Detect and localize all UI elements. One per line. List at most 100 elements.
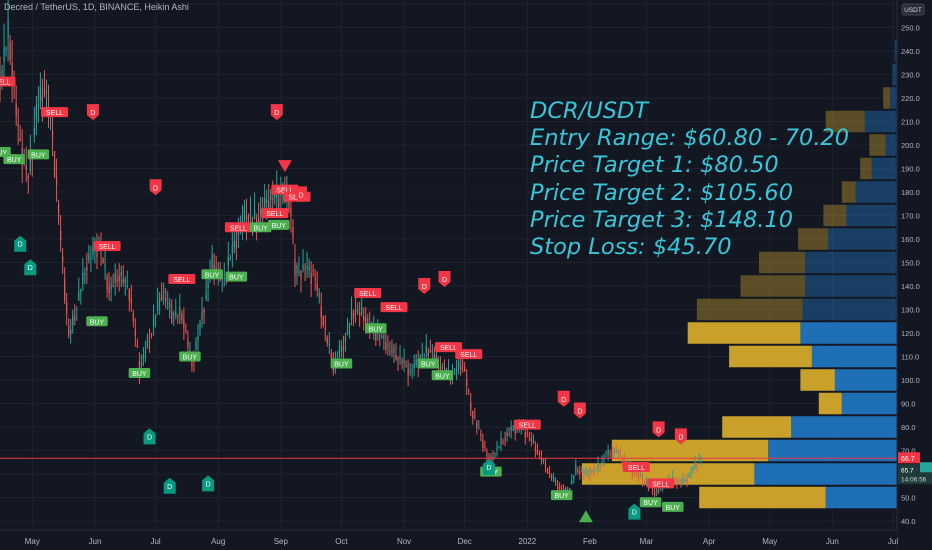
sell-signal: SELL [0,76,16,87]
candle-body [340,346,343,352]
candle-body [195,341,197,351]
candle-body [599,465,601,468]
sell-signal: SELL [93,241,121,252]
candle-body [690,473,692,475]
signal-label-bg [201,269,223,280]
signal-label-bg [261,208,289,219]
candle-body [90,257,92,259]
signal-label-bg [354,288,382,299]
candle-body [655,489,658,492]
diamond-shape [202,475,215,492]
price-tick-label: 220.0 [901,94,920,103]
candle-body [559,486,561,488]
sell-signal: SELL [622,461,650,472]
candle-body [25,166,27,171]
candle-body [524,431,526,438]
candle-body [320,305,322,318]
signal-label: BUY [31,152,46,159]
candle-body [573,476,575,479]
signal-label-bg [128,367,151,378]
diamond-down-marker: D [270,104,283,121]
candle-body [70,330,72,334]
candle-body [468,390,470,392]
candle-body [120,272,122,276]
diamond-up-marker: D [24,259,37,276]
volume-profile-gold-bar [869,134,886,156]
signal-label-bg [86,316,108,327]
candle-body [318,293,320,296]
price-tick-label: 40.0 [901,517,916,526]
diamond-down-marker: D [149,179,162,196]
volume-profile-gold-bar [798,228,828,250]
candle-body [211,254,213,268]
candle-body [118,275,120,282]
time-tick-label: Dec [458,537,472,546]
candle-body [352,313,355,317]
signal-label: BUY [272,223,287,230]
annotation-line: Price Target 1: $80.50 [530,152,779,179]
candle-body [346,330,349,335]
signal-label: SELL [519,423,536,430]
diamond-down-marker: D [295,186,308,203]
candle-body [504,438,506,441]
candle-body [395,354,397,360]
candle-body [243,207,246,219]
candle-body [623,460,625,462]
candle-body [233,240,235,247]
candle-body [617,450,619,452]
candle-body [484,446,486,449]
price-tick-label: 170.0 [901,212,920,221]
candle-body [427,351,429,356]
diamond-label: D [206,481,211,488]
candle-body [379,334,381,337]
candle-body [587,471,589,474]
time-tick-label: Sep [274,537,289,546]
candle-body [514,429,516,434]
candle-body [171,311,173,323]
candle-body [126,285,128,287]
candle-body [124,279,126,283]
candle-body [84,272,86,276]
diamond-shape [143,428,156,445]
candle-body [132,313,134,322]
candle-body [251,218,254,221]
candle-body [342,346,345,353]
candle-body [197,336,199,341]
signal-label: BUY [0,150,8,157]
candle-body [110,283,112,290]
candle-body [102,257,104,263]
diamond-label: D [147,434,152,441]
candle-body [546,468,549,474]
candle-body [324,327,326,330]
signal-label-bg [179,351,201,362]
candle-body [1,70,3,74]
candle-body [575,465,577,473]
diamond-down-marker: D [573,402,586,419]
candle-body [425,345,427,353]
signal-label-bg [224,222,252,233]
candle-body [500,438,502,445]
buy-signal: BUY [431,370,454,381]
candle-body [565,488,567,491]
candle-body [601,461,603,463]
candle-body [401,360,403,364]
candle-body [15,102,17,116]
candle-body [653,491,656,496]
signal-label-bg [41,107,69,118]
time-tick-label: May [762,537,777,546]
sell-signal: SELL [41,107,69,118]
candle-body [253,209,256,220]
candle-body [635,473,638,475]
volume-profile-blue-bar [811,345,897,368]
candle-body [274,194,276,199]
signal-label-bg [168,273,196,284]
candle-body [266,199,268,204]
diamond-label: D [632,510,637,517]
time-scale[interactable]: May Jun Jul Aug Sep Oct Nov Dec 2022 Feb Mar Apr May… [0,529,898,550]
candle-body [433,355,436,360]
volume-profile-blue-bar [871,157,897,180]
candle-body [152,317,155,326]
buy-signal: BUY [662,501,684,512]
candle-body [66,302,68,314]
